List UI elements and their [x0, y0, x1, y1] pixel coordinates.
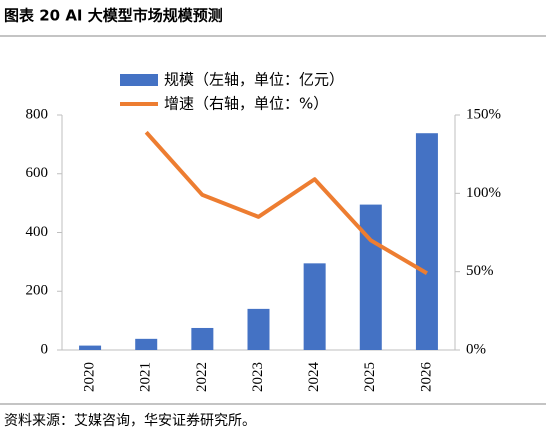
bar [247, 308, 270, 350]
bar [135, 338, 158, 350]
legend-swatch [120, 74, 158, 86]
legend-label: 规模（左轴，单位：亿元） [164, 71, 344, 89]
bar [79, 345, 102, 350]
y2-tick-label: 100% [466, 185, 501, 201]
line [144, 130, 428, 275]
x-tick-label: 2024 [306, 362, 322, 393]
y2-tick-label: 150% [466, 106, 501, 122]
source-note: 资料来源：艾媒咨询，华安证券研究所。 [4, 413, 256, 429]
y-tick-label: 400 [26, 224, 49, 240]
x-tick-label: 2021 [138, 362, 154, 392]
y-tick-label: 600 [26, 165, 49, 181]
bar [303, 263, 326, 350]
x-tick-label: 2022 [194, 362, 210, 392]
bar [415, 133, 438, 350]
y2-tick-label: 50% [466, 263, 494, 279]
bar [191, 327, 214, 350]
y-tick-label: 200 [26, 283, 49, 299]
x-tick-label: 2020 [82, 362, 98, 392]
bar [359, 204, 382, 350]
chart-title: 图表 20 AI 大模型市场规模预测 [4, 7, 223, 25]
y-tick-label: 0 [41, 341, 49, 357]
legend-label: 增速（右轴，单位：%） [164, 95, 328, 113]
y-tick-label: 800 [26, 106, 49, 122]
x-tick-label: 2026 [418, 362, 434, 393]
y2-tick-label: 0% [466, 341, 486, 357]
x-tick-label: 2025 [362, 362, 378, 392]
x-tick-label: 2023 [250, 362, 266, 392]
